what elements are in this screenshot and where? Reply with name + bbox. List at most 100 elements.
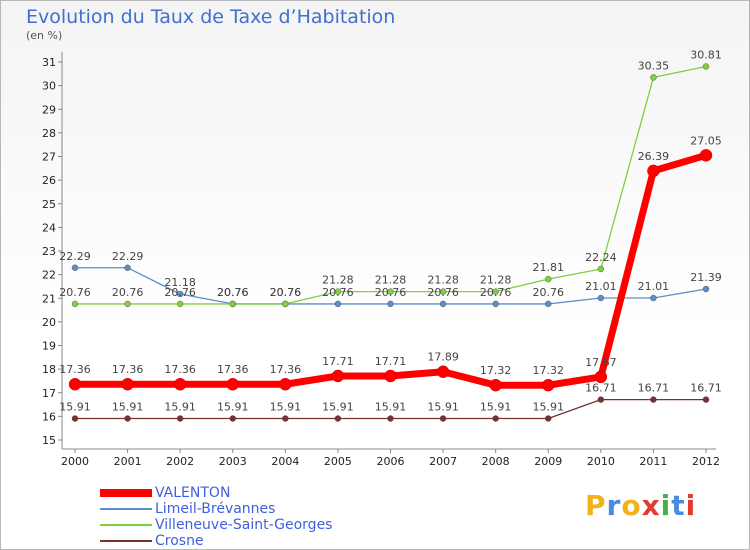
data-label: 30.35 — [638, 59, 670, 72]
data-label: 17.32 — [533, 364, 565, 377]
y-tick-label: 25 — [42, 198, 56, 211]
logo-letter: r — [606, 489, 622, 522]
y-tick-label: 16 — [42, 410, 56, 423]
data-point — [439, 288, 447, 295]
data-label: 15.91 — [59, 401, 91, 414]
data-label: 16.71 — [690, 382, 722, 395]
data-point — [124, 415, 131, 422]
data-point — [545, 300, 552, 308]
data-label: 20.76 — [427, 286, 459, 299]
legend-swatch — [100, 540, 152, 542]
data-label: 21.18 — [164, 276, 196, 289]
data-point — [71, 264, 79, 271]
data-point — [229, 300, 236, 308]
data-label: 20.76 — [375, 286, 407, 299]
data-label: 20.76 — [59, 286, 91, 299]
data-label: 20.76 — [217, 286, 249, 299]
data-point — [176, 300, 184, 308]
data-point — [176, 290, 184, 298]
x-tick-label: 2010 — [587, 455, 615, 468]
legend-label: VALENTON — [155, 485, 231, 501]
logo-letter: x — [641, 489, 661, 522]
data-label: 21.01 — [585, 280, 617, 293]
y-tick-label: 27 — [42, 151, 56, 164]
data-label: 17.89 — [427, 351, 459, 364]
y-tick-label: 17 — [42, 387, 56, 400]
y-tick-label: 31 — [42, 56, 56, 69]
data-label: 21.28 — [480, 274, 512, 287]
data-point — [702, 396, 710, 403]
logo-letter: i — [685, 489, 697, 522]
data-point — [387, 415, 394, 422]
x-tick-label: 2009 — [534, 455, 562, 468]
data-label: 20.76 — [270, 286, 302, 299]
data-label: 20.76 — [480, 286, 512, 299]
data-label: 20.76 — [164, 286, 196, 299]
data-label: 17.67 — [585, 356, 617, 369]
y-tick-label: 18 — [42, 363, 56, 376]
x-tick-label: 2001 — [114, 455, 142, 468]
data-point — [545, 275, 552, 283]
data-label: 27.05 — [690, 134, 722, 147]
data-point — [439, 415, 447, 422]
legend-swatch — [100, 508, 152, 510]
x-tick-label: 2008 — [482, 455, 510, 468]
x-tick-label: 2012 — [692, 455, 720, 468]
data-point — [176, 415, 184, 422]
y-tick-label: 15 — [42, 434, 56, 447]
data-label: 21.01 — [638, 280, 670, 293]
data-point — [597, 396, 605, 403]
x-tick-label: 2011 — [639, 455, 667, 468]
y-tick-label: 23 — [42, 245, 56, 258]
data-label: 22.29 — [112, 250, 144, 263]
data-point — [597, 265, 605, 273]
data-point — [68, 377, 82, 391]
data-label: 22.24 — [585, 251, 617, 264]
data-point — [226, 377, 239, 391]
y-tick-label: 21 — [42, 292, 56, 305]
data-point — [492, 288, 499, 295]
data-label: 17.36 — [217, 363, 249, 376]
data-label: 15.91 — [217, 401, 249, 414]
data-point — [282, 415, 289, 422]
data-point — [229, 415, 236, 422]
data-label: 21.81 — [533, 261, 565, 274]
data-point — [384, 369, 397, 383]
logo-letter: i — [660, 489, 672, 522]
data-label: 30.81 — [690, 48, 722, 61]
y-tick-label: 22 — [42, 269, 56, 282]
data-label: 20.76 — [533, 286, 565, 299]
data-label: 20.76 — [217, 286, 249, 299]
data-point — [594, 370, 608, 384]
data-label: 16.71 — [638, 382, 670, 395]
data-point — [545, 415, 552, 422]
y-tick-label: 26 — [42, 174, 56, 187]
data-label: 17.36 — [270, 363, 302, 376]
data-label: 17.36 — [164, 363, 196, 376]
data-label: 22.29 — [59, 250, 91, 263]
data-label: 15.91 — [112, 401, 144, 414]
data-label: 15.91 — [533, 401, 565, 414]
y-tick-label: 30 — [42, 80, 56, 93]
x-tick-label: 2004 — [271, 455, 299, 468]
data-label: 16.71 — [585, 382, 617, 395]
chart-title: Evolution du Taux de Taxe d’Habitation — [26, 6, 396, 28]
data-label: 15.91 — [322, 401, 354, 414]
logo-letter: o — [621, 489, 642, 522]
data-point — [699, 149, 713, 162]
data-point — [650, 74, 657, 81]
data-point — [597, 294, 605, 302]
data-point — [489, 378, 502, 392]
data-point — [702, 63, 710, 70]
y-tick-label: 20 — [42, 316, 56, 329]
data-label: 17.36 — [59, 363, 91, 376]
legend-label: Villeneuve-Saint-Georges — [155, 517, 333, 533]
data-label: 17.32 — [480, 364, 512, 377]
data-label: 21.39 — [690, 271, 722, 284]
series-line — [74, 65, 707, 305]
data-point — [334, 300, 342, 308]
data-point — [650, 396, 657, 403]
data-label: 15.91 — [427, 401, 459, 414]
data-point — [542, 378, 555, 392]
